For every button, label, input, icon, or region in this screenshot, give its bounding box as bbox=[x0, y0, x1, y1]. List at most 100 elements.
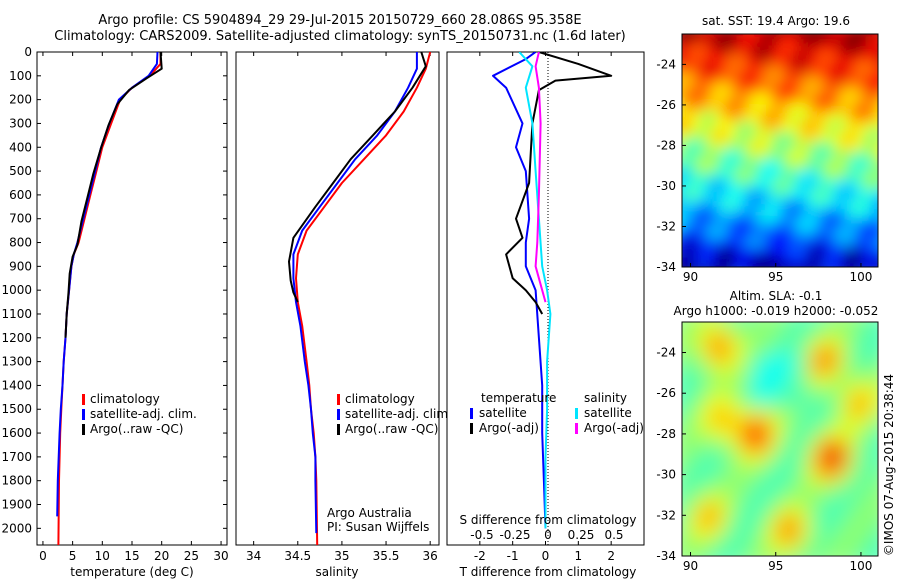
heatmap-cell bbox=[711, 502, 723, 515]
heatmap-cell bbox=[789, 82, 799, 94]
heatmap-cell bbox=[760, 364, 772, 377]
heatmap-cell bbox=[868, 449, 878, 462]
heatmap-cell bbox=[771, 111, 781, 123]
heatmap-cell bbox=[789, 333, 801, 345]
heatmap-cell bbox=[721, 449, 732, 462]
heatmap-cell bbox=[701, 407, 713, 419]
heatmap-cell bbox=[848, 386, 860, 398]
series-line-argo-adj- bbox=[534, 52, 547, 303]
heatmap-cell bbox=[682, 238, 691, 249]
heatmap-cell bbox=[682, 428, 693, 440]
heatmap-cell bbox=[740, 544, 752, 556]
heatmap-cell bbox=[789, 189, 799, 201]
heatmap-cell bbox=[708, 150, 718, 162]
heatmap-cell bbox=[711, 386, 723, 398]
temperature-panel: 0100200300400500600700800900100011001200… bbox=[1, 45, 644, 579]
heatmap-cell bbox=[708, 43, 718, 55]
heatmap-cell bbox=[852, 92, 862, 103]
heatmap-cell bbox=[770, 534, 781, 546]
heatmap-cell bbox=[834, 267, 844, 278]
heatmap-cell bbox=[717, 101, 727, 113]
heatmap-cell bbox=[780, 208, 790, 220]
heatmap-cell bbox=[861, 43, 871, 55]
heatmap-cell bbox=[816, 150, 826, 162]
heatmap-cell bbox=[809, 343, 821, 356]
heatmap-cell bbox=[682, 34, 691, 35]
heatmap-cell bbox=[861, 247, 871, 259]
heatmap-cell bbox=[762, 169, 772, 181]
heatmap-cell bbox=[690, 228, 700, 240]
heatmap-cell bbox=[730, 364, 742, 377]
heatmap-cell bbox=[858, 523, 870, 536]
heatmap-cell bbox=[816, 257, 826, 267]
heatmap-cell bbox=[721, 460, 732, 472]
heatmap-cell bbox=[711, 523, 723, 536]
heatmap-cell bbox=[690, 53, 700, 64]
heatmap-cell bbox=[771, 140, 781, 152]
heatmap-cell bbox=[701, 513, 713, 525]
heatmap-cell bbox=[861, 101, 871, 113]
top-tick-label: 0.25 bbox=[568, 528, 595, 542]
heatmap-cell bbox=[825, 140, 835, 152]
heatmap-cell bbox=[711, 322, 723, 335]
heatmap-cell bbox=[717, 150, 727, 162]
heatmap-cell bbox=[691, 428, 703, 440]
heatmap-cell bbox=[730, 513, 742, 525]
heatmap-cell bbox=[744, 179, 754, 191]
heatmap-cell bbox=[721, 333, 732, 345]
heatmap-cell bbox=[861, 160, 871, 171]
map-y-tick-label: -24 bbox=[656, 346, 676, 360]
heatmap-cell bbox=[711, 375, 723, 388]
heatmap-cell bbox=[807, 72, 817, 84]
heatmap-cell bbox=[809, 523, 821, 536]
heatmap-cell bbox=[798, 218, 808, 230]
heatmap-cell bbox=[762, 111, 772, 123]
heatmap-cell bbox=[699, 111, 709, 123]
sst-heatmap bbox=[672, 24, 889, 278]
heatmap-cell bbox=[825, 218, 835, 230]
heatmap-cell bbox=[682, 150, 691, 162]
heatmap-cell bbox=[809, 555, 821, 556]
difference-legend: temperature salinitysatelliteArgo(-adj)sa… bbox=[470, 391, 644, 435]
heatmap-cell bbox=[838, 354, 850, 366]
heatmap-cell bbox=[848, 343, 860, 356]
heatmap-cell bbox=[870, 92, 878, 103]
heatmap-cell bbox=[861, 82, 871, 94]
heatmap-cell bbox=[816, 111, 826, 123]
heatmap-cell bbox=[726, 228, 736, 240]
temperature-x-axis: 0 5 10 15 20 25 30 bbox=[39, 52, 229, 563]
heatmap-cell bbox=[816, 160, 826, 171]
heatmap-cell bbox=[825, 131, 835, 142]
heatmap-cell bbox=[829, 502, 840, 515]
heatmap-cell bbox=[798, 238, 808, 249]
heatmap-cell bbox=[798, 179, 808, 191]
heatmap-cell bbox=[807, 267, 817, 278]
heatmap-cell bbox=[879, 180, 889, 191]
depth-tick-label: 1000 bbox=[1, 283, 32, 297]
heatmap-cell bbox=[711, 555, 723, 556]
heatmap-cell bbox=[843, 189, 853, 201]
heatmap-cell bbox=[721, 523, 732, 536]
heatmap-cell bbox=[825, 92, 835, 103]
sla-map-title-line2: Argo h1000: -0.019 h2000: -0.052 bbox=[674, 304, 879, 318]
heatmap-cell bbox=[770, 428, 781, 440]
heatmap-cell bbox=[770, 502, 781, 515]
depth-tick-label: 1100 bbox=[1, 307, 32, 321]
heatmap-cell bbox=[852, 247, 862, 259]
heatmap-cell bbox=[726, 101, 736, 113]
heatmap-cell bbox=[834, 101, 844, 113]
heatmap-cell bbox=[726, 34, 736, 45]
sla-map-title-line1: Altim. SLA: -0.1 bbox=[730, 289, 823, 303]
heatmap-cell bbox=[744, 72, 754, 84]
heatmap-cell bbox=[690, 101, 700, 113]
heatmap-cell bbox=[789, 396, 801, 409]
chart-title-line2: Climatology: CARS2009. Satellite-adjuste… bbox=[54, 29, 626, 44]
heatmap-cell bbox=[868, 322, 878, 335]
heatmap-cell bbox=[834, 121, 844, 133]
heatmap-cell bbox=[717, 62, 727, 74]
heatmap-cell bbox=[870, 199, 878, 210]
heatmap-cell bbox=[672, 24, 682, 35]
heatmap-cell bbox=[770, 544, 781, 556]
heatmap-cell bbox=[735, 121, 745, 133]
heatmap-cell bbox=[701, 460, 713, 472]
